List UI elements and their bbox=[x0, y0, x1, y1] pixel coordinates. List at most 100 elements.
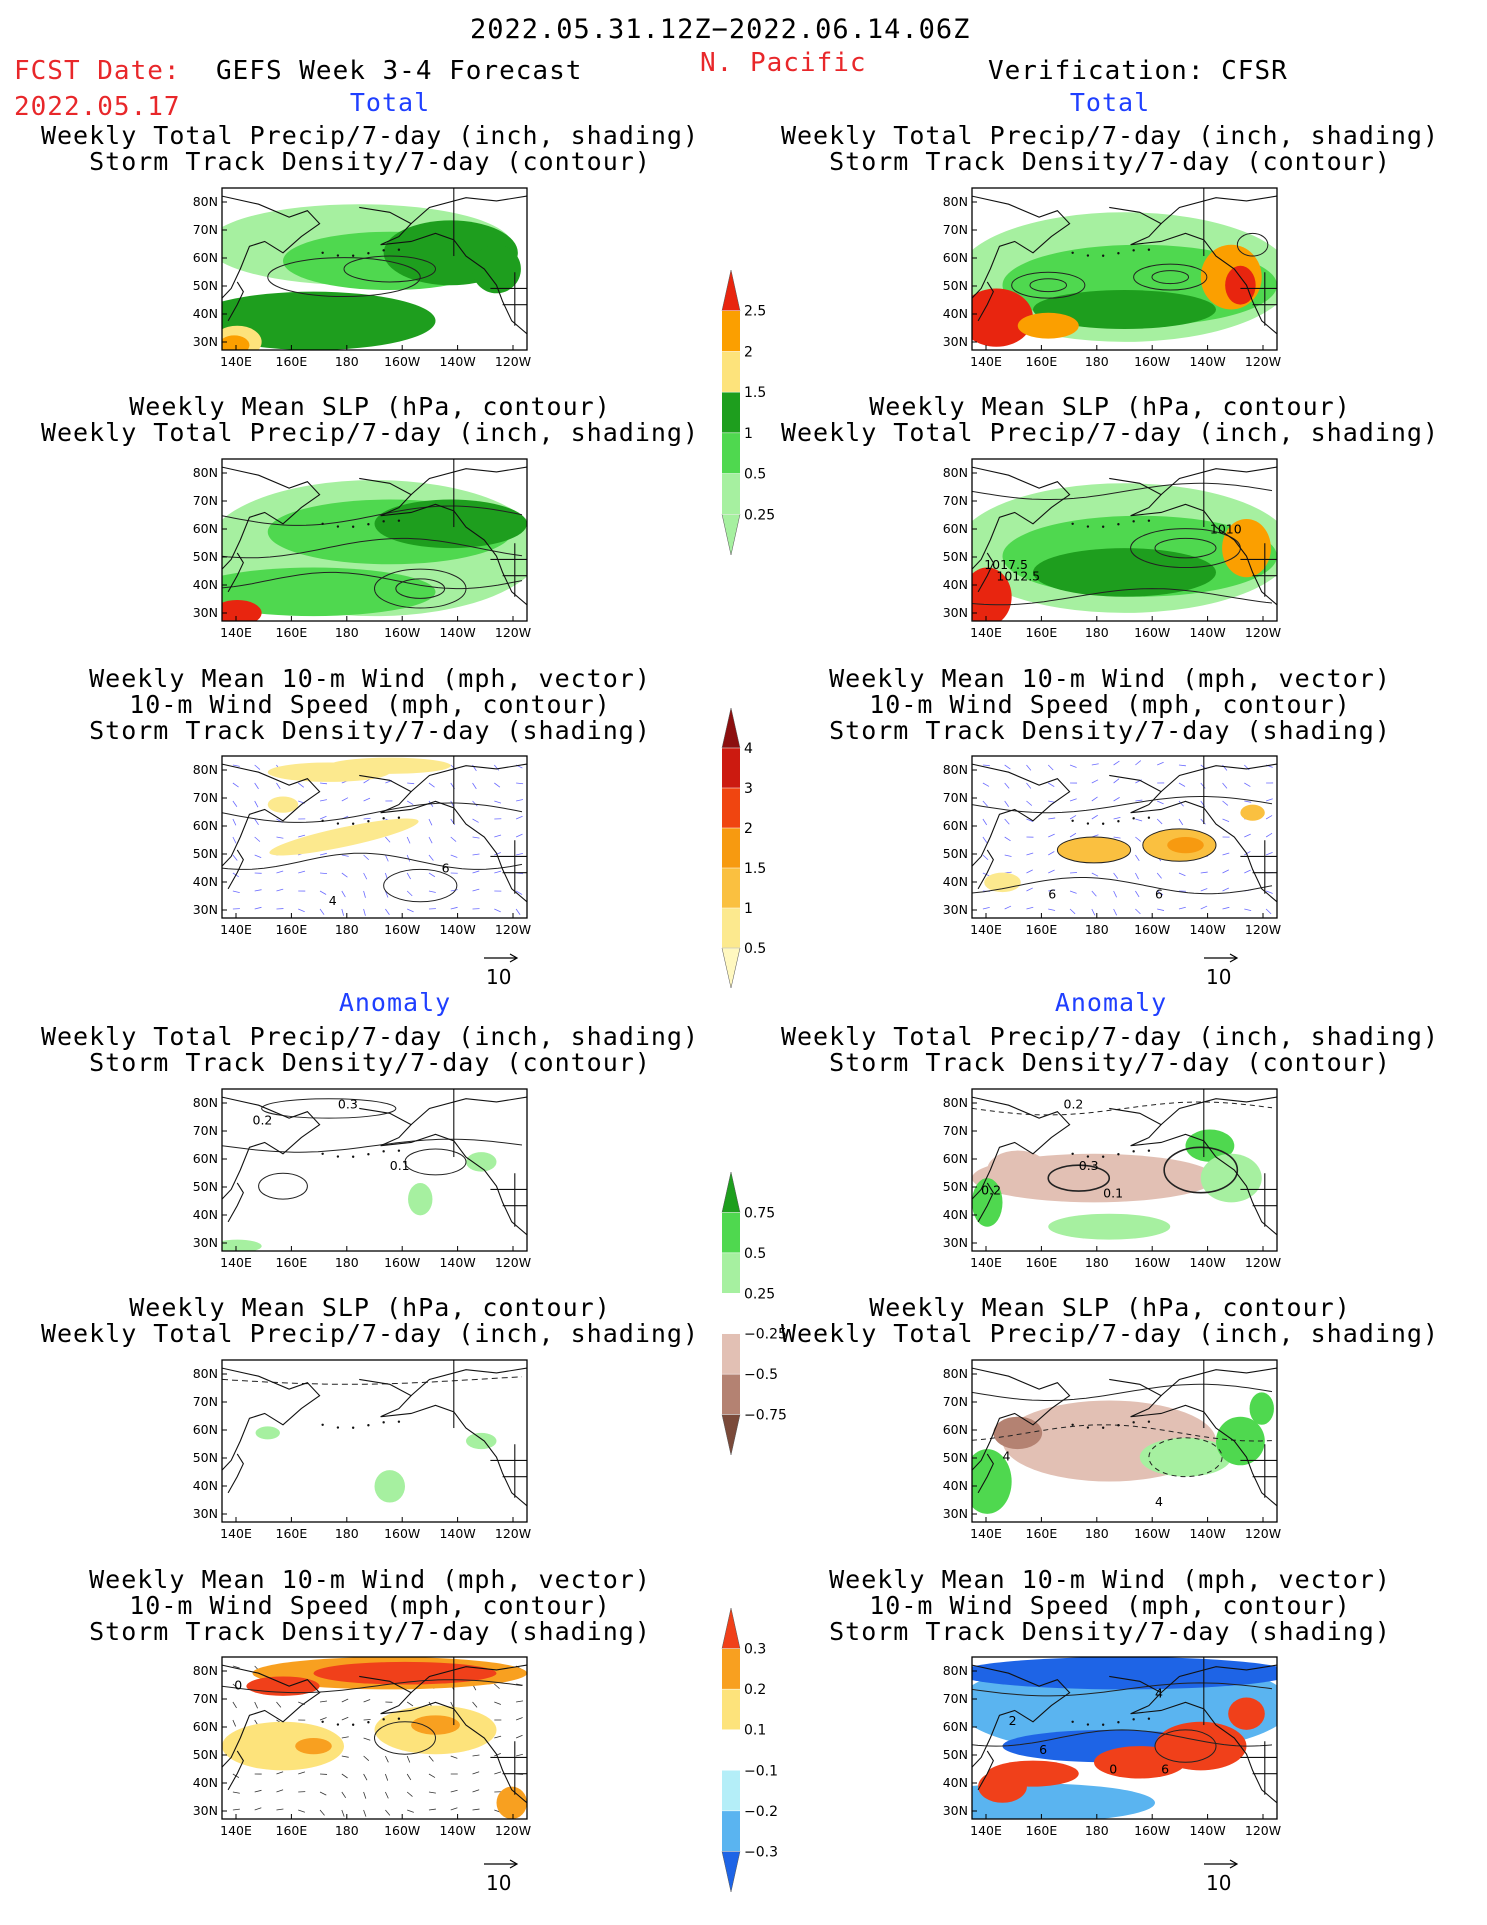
island bbox=[321, 522, 324, 525]
colorbar-bottom-arrow bbox=[721, 514, 741, 556]
coastline bbox=[1109, 774, 1277, 903]
wind-vector bbox=[341, 1755, 349, 1758]
wind-vector bbox=[363, 817, 371, 820]
wind-vector bbox=[428, 1791, 436, 1794]
lat-label: 70N bbox=[193, 1394, 218, 1409]
panel-title: Weekly Total Precip/7-day (inch, shading… bbox=[40, 121, 700, 150]
shading-region bbox=[1167, 837, 1204, 854]
colorbar-segment bbox=[722, 1333, 740, 1375]
wind-vector bbox=[385, 1773, 389, 1781]
wind-vector bbox=[319, 1700, 328, 1703]
shading-region bbox=[374, 1470, 405, 1503]
wind-vector bbox=[982, 800, 988, 807]
lat-label: 40N bbox=[943, 577, 968, 592]
colorbar-segment bbox=[722, 748, 740, 788]
lat-label: 60N bbox=[193, 250, 218, 265]
panel-title: Weekly Mean SLP (hPa, contour) bbox=[129, 1293, 611, 1322]
coastline bbox=[222, 763, 321, 867]
coastline bbox=[1109, 1675, 1277, 1804]
island bbox=[1101, 1723, 1105, 1726]
contour-label: 0.2 bbox=[253, 1113, 273, 1128]
lat-label: 70N bbox=[193, 1123, 218, 1138]
coastline bbox=[410, 1096, 527, 1126]
wind-vector bbox=[254, 854, 262, 858]
wind-vector bbox=[1069, 908, 1076, 915]
island bbox=[1101, 254, 1105, 257]
coastline bbox=[972, 195, 1071, 299]
wind-vector bbox=[276, 870, 284, 874]
lon-label: 120W bbox=[1245, 1526, 1281, 1541]
wind-vector bbox=[254, 1701, 258, 1709]
wind-vector bbox=[1222, 818, 1230, 822]
wind-vector bbox=[276, 1701, 282, 1708]
wind-vector bbox=[450, 906, 458, 910]
wind-vector bbox=[1157, 761, 1164, 766]
lon-label: 140E bbox=[970, 354, 1002, 369]
wind-vector bbox=[232, 1808, 240, 1811]
wind-vector bbox=[516, 1700, 524, 1703]
shading-region bbox=[267, 796, 299, 813]
contour-line bbox=[972, 1682, 1273, 1697]
lon-label: 140W bbox=[1189, 922, 1225, 937]
wind-vector bbox=[982, 836, 988, 843]
contour-label: 1010 bbox=[1210, 522, 1242, 537]
wind-vector bbox=[1069, 764, 1077, 768]
shading-region bbox=[1033, 290, 1216, 329]
wind-vector bbox=[1135, 799, 1143, 802]
wind-vector bbox=[450, 854, 458, 858]
wind-vector bbox=[254, 889, 262, 892]
wind-vector bbox=[1157, 800, 1164, 805]
wind-vector bbox=[254, 818, 259, 826]
lon-label: 120W bbox=[495, 625, 531, 640]
coastline bbox=[359, 477, 527, 606]
wind-vector bbox=[982, 764, 990, 767]
wind-vector bbox=[1200, 888, 1208, 892]
wind-vector bbox=[515, 908, 521, 915]
lat-label: 30N bbox=[943, 605, 968, 620]
lat-label: 40N bbox=[193, 577, 218, 592]
shading-region bbox=[1240, 804, 1265, 821]
contour-line bbox=[404, 1148, 467, 1176]
wind-vector bbox=[1135, 854, 1140, 862]
lat-label: 40N bbox=[193, 1478, 218, 1493]
panel-title: Weekly Total Precip/7-day (inch, shading… bbox=[780, 1319, 1440, 1348]
wind-vector bbox=[1048, 817, 1056, 820]
wind-vector bbox=[385, 908, 390, 915]
vector-reference: 10 bbox=[482, 950, 522, 993]
shading-region bbox=[1185, 1129, 1235, 1162]
shading-region bbox=[222, 1239, 262, 1251]
island bbox=[336, 254, 340, 257]
panel-title: Storm Track Density/7-day (shading) bbox=[829, 716, 1391, 745]
coastline bbox=[1160, 195, 1277, 225]
contour-line bbox=[1154, 1729, 1217, 1763]
island bbox=[1071, 522, 1074, 525]
arrow-right-icon bbox=[1204, 1859, 1239, 1869]
wind-vector bbox=[1070, 872, 1078, 874]
wind-vector bbox=[1113, 797, 1120, 802]
lat-label: 30N bbox=[193, 902, 218, 917]
shading-region bbox=[269, 818, 419, 856]
wind-vector bbox=[982, 1755, 988, 1762]
panel-title: Storm Track Density/7-day (contour) bbox=[829, 1048, 1391, 1077]
wind-vector bbox=[406, 1755, 411, 1763]
wind-vector bbox=[472, 1808, 480, 1811]
wind-vector bbox=[1004, 905, 1012, 910]
wind-vector bbox=[1091, 872, 1099, 877]
lon-label: 160W bbox=[384, 1255, 420, 1270]
island bbox=[397, 1149, 401, 1152]
contour-label: 1017.5 bbox=[984, 557, 1028, 572]
contour-line bbox=[1029, 278, 1068, 293]
coastline bbox=[972, 763, 1071, 867]
contour-line bbox=[972, 1729, 1273, 1747]
wind-vector bbox=[298, 834, 306, 838]
lon-label: 160W bbox=[1134, 625, 1170, 640]
coastline bbox=[972, 1664, 1071, 1768]
wind-vector bbox=[1178, 872, 1186, 877]
wind-vector bbox=[1113, 872, 1119, 879]
colorbar-label: 0.25 bbox=[744, 1286, 775, 1302]
shading-region bbox=[993, 1416, 1043, 1450]
wind-vector bbox=[1135, 908, 1141, 915]
colorbar-storm-anomaly: 0.3 0.2 0.1 −0.1 −0.2 −0.3 bbox=[721, 1607, 778, 1893]
